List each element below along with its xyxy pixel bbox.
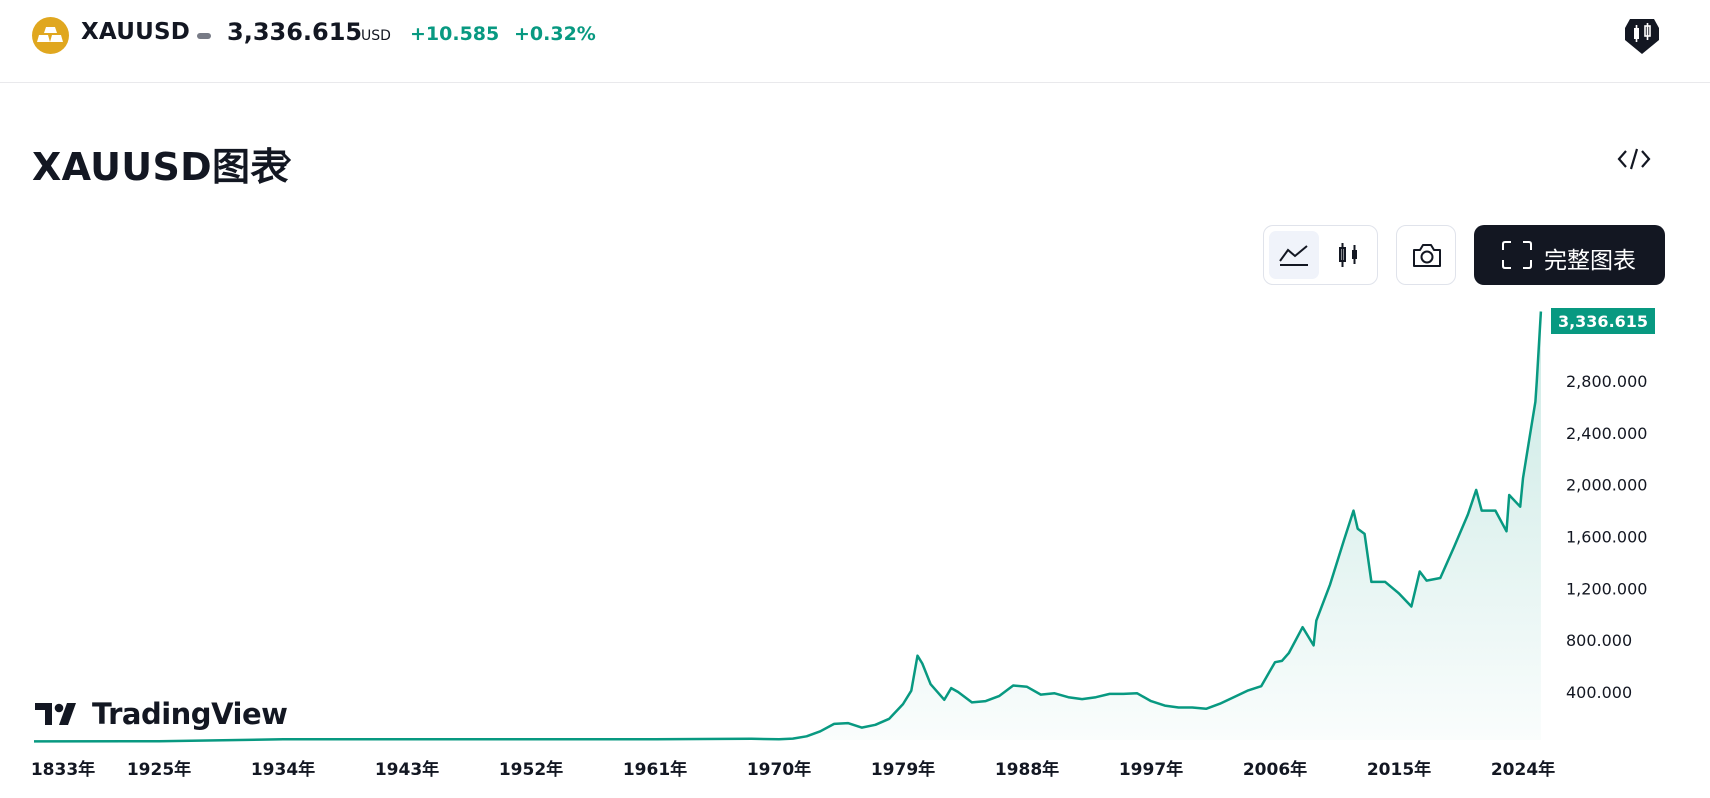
price-currency: USD	[361, 28, 391, 44]
x-tick-label: 2015年	[1367, 759, 1431, 780]
x-tick-label: 2024年	[1491, 759, 1555, 780]
price-area-fill	[34, 311, 1541, 742]
price-chart[interactable]: 1833年 1925年 1934年 1943年 1952年 1961年 1970年 1979年…	[0, 300, 1710, 798]
full-chart-button[interactable]: 完整图表	[1474, 225, 1665, 285]
x-tick-label: 1970年	[747, 759, 811, 780]
x-tick-label: 1943年	[375, 759, 439, 780]
gold-bars-icon	[32, 17, 69, 54]
chart-section-title[interactable]: XAUUSD图表	[32, 145, 289, 189]
x-tick-label: 1934年	[251, 759, 315, 780]
camera-icon	[1413, 244, 1441, 267]
candle-style-button[interactable]	[1324, 231, 1374, 279]
y-tick-label: 2,800.000	[1566, 372, 1647, 391]
y-tick-label: 2,400.000	[1566, 424, 1647, 443]
x-tick-label: 2006年	[1243, 759, 1307, 780]
y-tick-label: 1,600.000	[1566, 528, 1647, 547]
tradingview-candle-badge-icon[interactable]	[1622, 16, 1662, 60]
y-tick-label: 800.000	[1566, 631, 1632, 650]
chevron-right-icon[interactable]	[278, 148, 292, 176]
last-price: 3,336.615	[227, 18, 363, 46]
area-chart-icon	[1279, 245, 1308, 266]
area-style-button[interactable]	[1269, 231, 1319, 279]
snapshot-button[interactable]	[1396, 225, 1456, 285]
x-tick-label: 1925年	[127, 759, 191, 780]
price-series-line	[33, 311, 1543, 743]
symbol-header: XAUUSD 3,336.615 USD +10.585 +0.32%	[0, 0, 1710, 83]
code-embed-icon[interactable]	[1617, 146, 1651, 176]
tradingview-logo-icon	[35, 703, 76, 725]
last-value-badge	[1551, 308, 1655, 334]
price-change: +10.585	[410, 23, 500, 45]
candlestick-icon	[1339, 243, 1357, 267]
last-value-label: 3,336.615	[1558, 312, 1648, 331]
chart-style-switcher	[1263, 225, 1378, 285]
x-tick-label: 1988年	[995, 759, 1059, 780]
symbol-name[interactable]: XAUUSD	[81, 19, 191, 45]
market-status-dash	[197, 33, 211, 39]
x-tick-label: 1833年	[31, 759, 95, 780]
price-change-percent: +0.32%	[514, 23, 596, 45]
x-tick-label: 1952年	[499, 759, 563, 780]
fullscreen-icon	[1502, 241, 1532, 269]
y-tick-label: 2,000.000	[1566, 476, 1647, 495]
x-tick-label: 1979年	[871, 759, 935, 780]
full-chart-label: 完整图表	[1544, 248, 1636, 274]
x-tick-label: 1997年	[1119, 759, 1183, 780]
x-tick-label: 1961年	[623, 759, 687, 780]
y-tick-label: 400.000	[1566, 683, 1632, 702]
y-tick-label: 1,200.000	[1566, 579, 1647, 598]
tradingview-watermark: TradingView	[92, 697, 288, 731]
